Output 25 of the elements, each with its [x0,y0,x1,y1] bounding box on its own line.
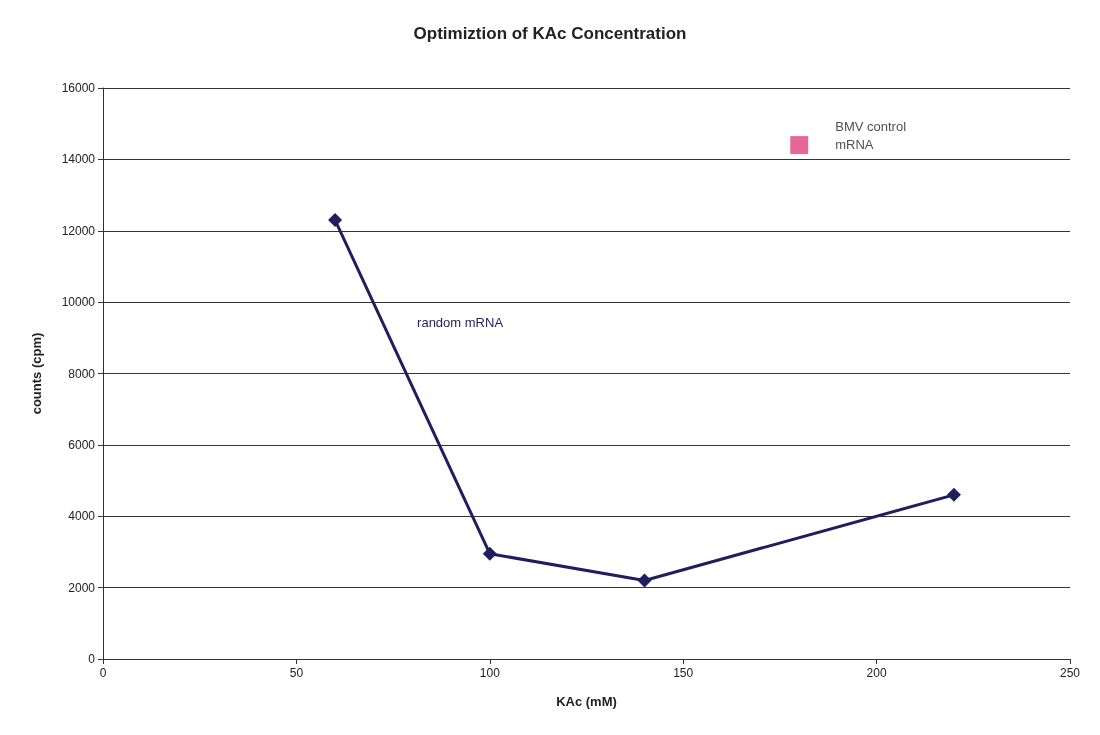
chart-title: Optimiztion of KAc Concentration [413,24,687,43]
x-tick-label: 0 [99,666,107,680]
y-tick-label: 4000 [68,509,96,524]
x-axis-title: KAc (mM) [556,694,617,709]
text: BMV control mRNA [835,118,910,152]
point [637,573,652,588]
text: random mRNA [417,314,504,330]
point [328,213,343,228]
y-axis-title: counts (cpm) [29,332,44,415]
x-tick-label: 100 [479,666,501,680]
y-tick-label: 14000 [61,152,96,167]
y-tick-label: 12000 [61,223,96,238]
y-tick-label: 6000 [68,437,96,452]
y-tick-label: 10000 [61,295,96,310]
point [482,546,497,561]
x-tick-label: 250 [1059,666,1081,680]
y-tick-label: 2000 [68,580,96,595]
x-tick-label: 200 [866,666,887,680]
y-tick-label: 16000 [61,81,96,95]
x-tick-label: 50 [289,666,304,680]
y-tick-label: 8000 [68,366,96,381]
y-tick-label: 0 [88,652,96,666]
point [946,487,961,502]
point [790,136,809,155]
x-tick-label: 150 [673,666,694,680]
